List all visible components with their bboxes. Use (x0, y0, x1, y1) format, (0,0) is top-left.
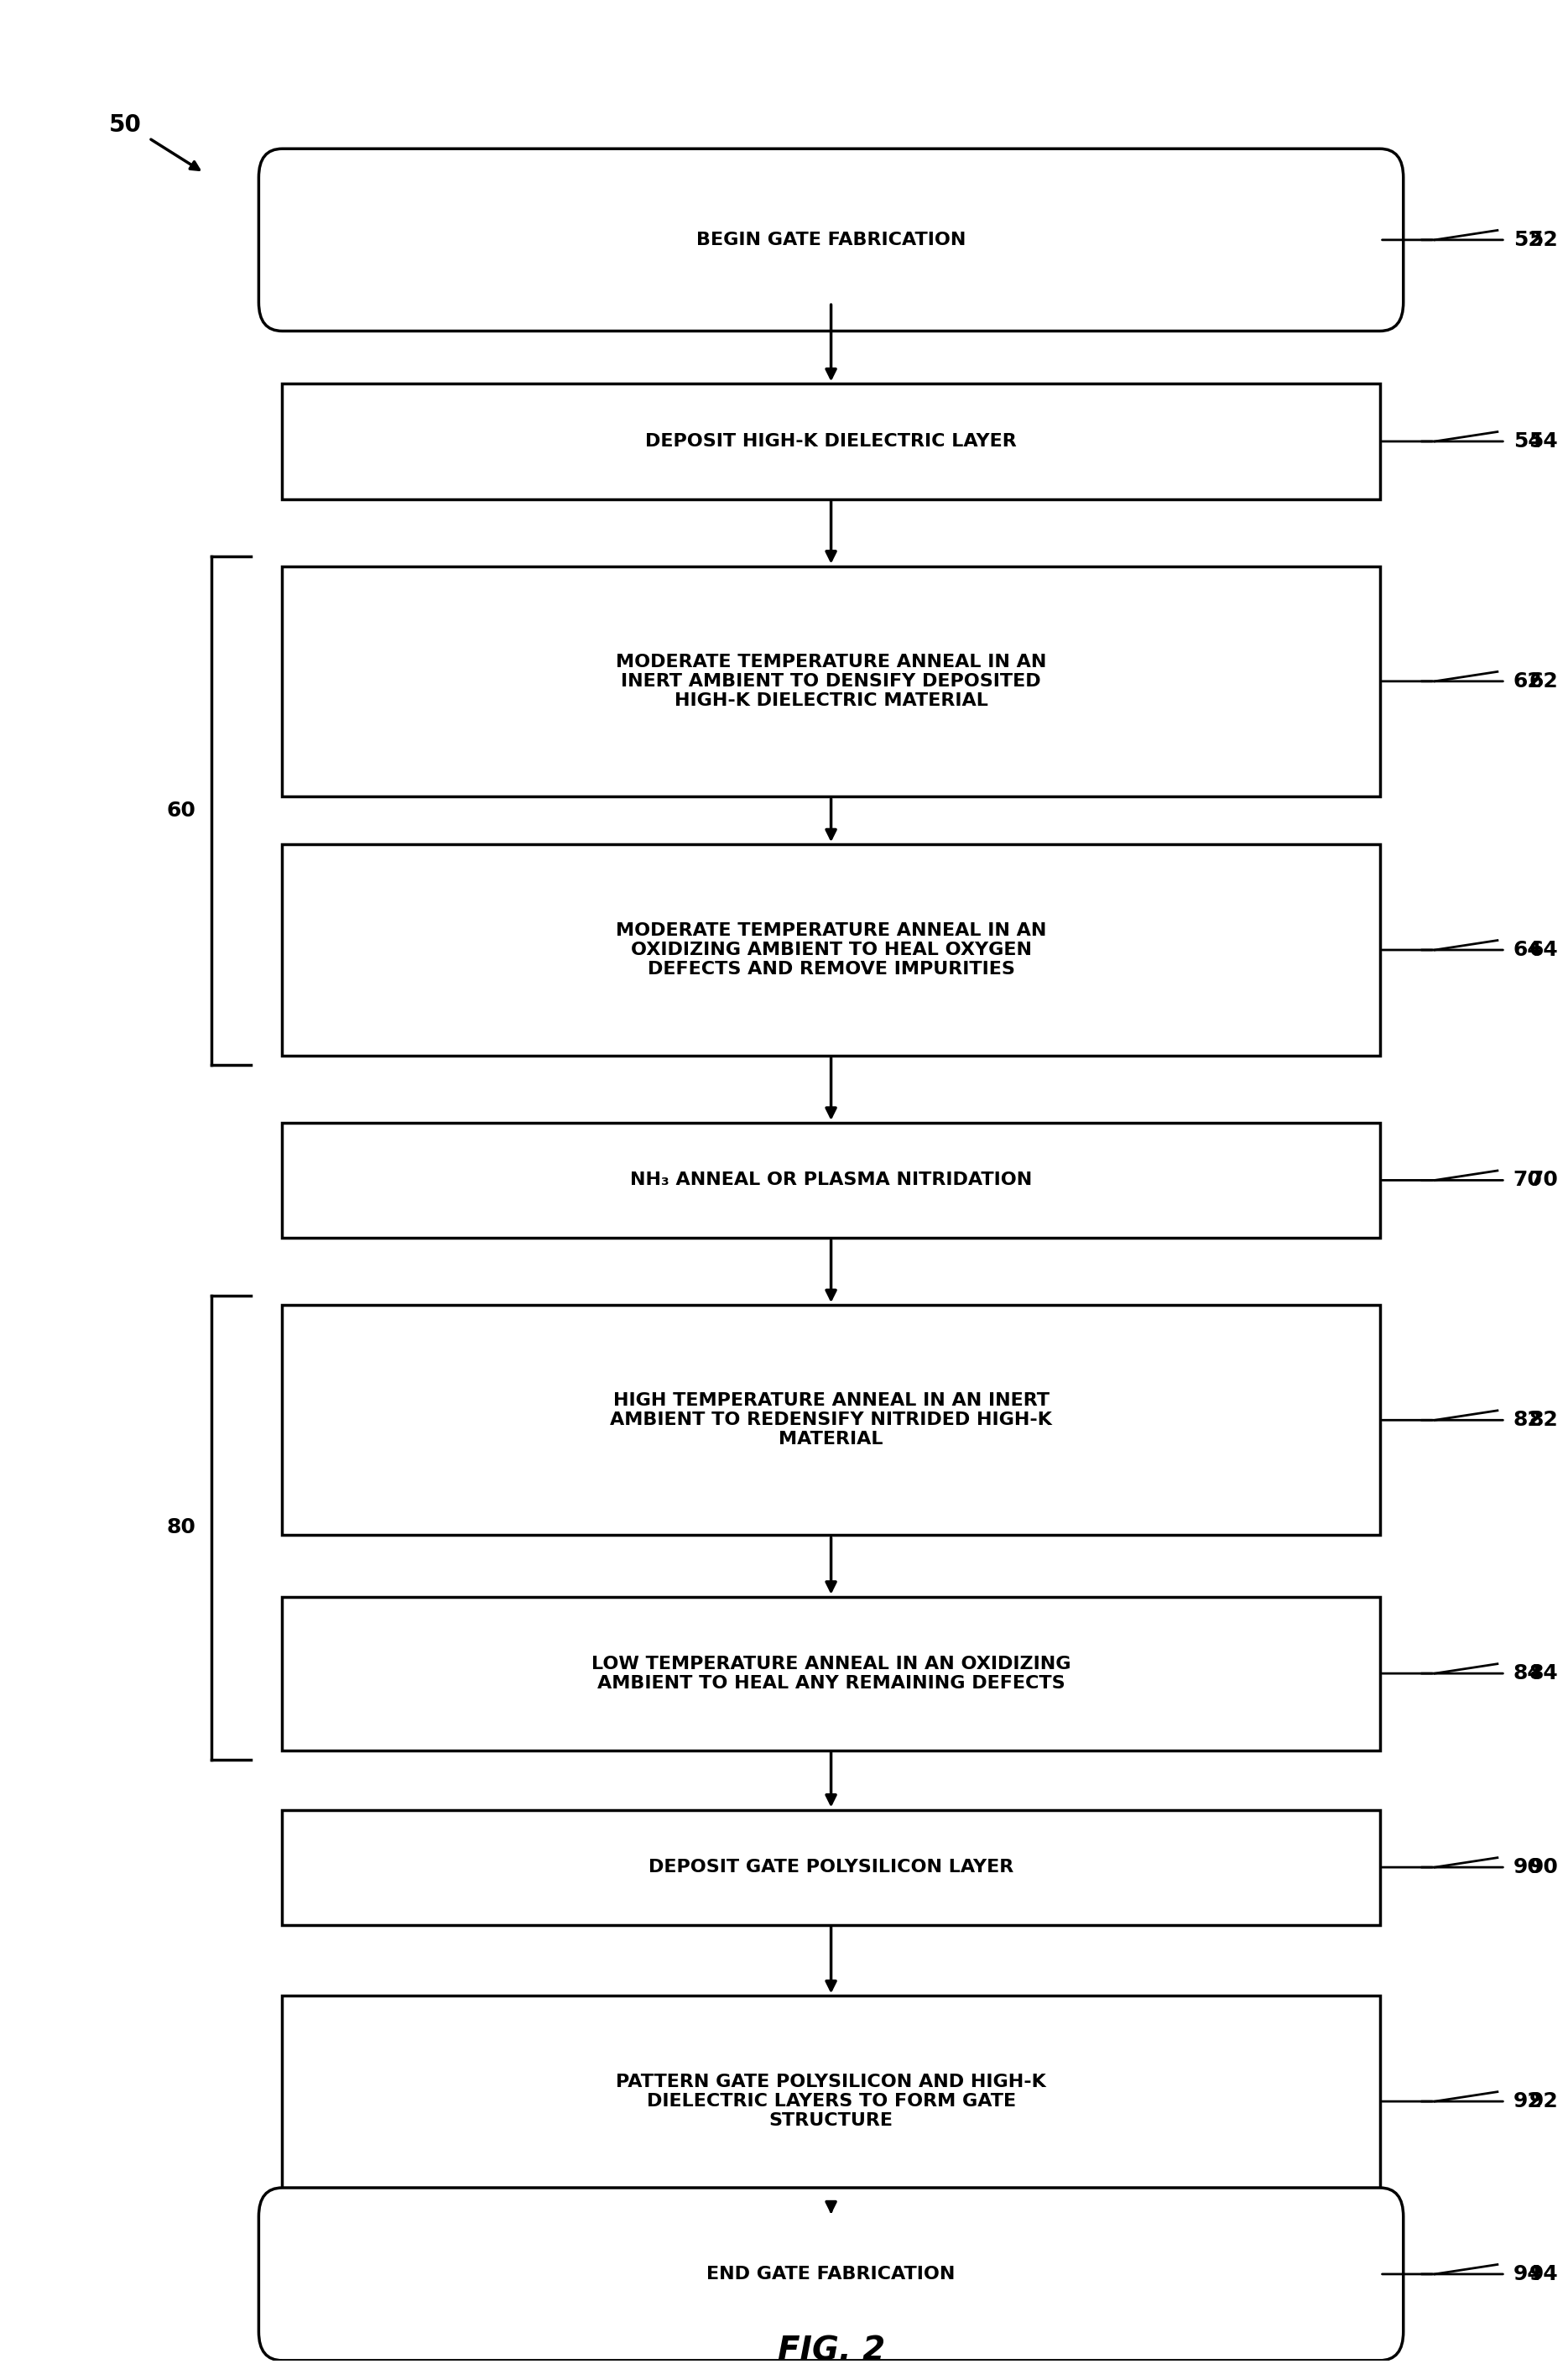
FancyBboxPatch shape (259, 2187, 1403, 2360)
Text: 50: 50 (110, 114, 141, 137)
Text: 90: 90 (1529, 1857, 1559, 1876)
Text: END GATE FABRICATION: END GATE FABRICATION (707, 2265, 955, 2281)
Text: 70: 70 (1513, 1170, 1543, 1189)
Bar (282, 1305, 1380, 1535)
Text: 62: 62 (1513, 670, 1543, 692)
Text: NH₃ ANNEAL OR PLASMA NITRIDATION: NH₃ ANNEAL OR PLASMA NITRIDATION (630, 1173, 1032, 1189)
Text: DEPOSIT HIGH-K DIELECTRIC LAYER: DEPOSIT HIGH-K DIELECTRIC LAYER (646, 434, 1016, 450)
Bar (282, 843, 1380, 1057)
Bar (282, 1810, 1380, 1926)
Bar (282, 566, 1380, 796)
Text: BEGIN GATE FABRICATION: BEGIN GATE FABRICATION (696, 232, 966, 249)
Text: 62: 62 (1529, 670, 1559, 692)
Text: 94: 94 (1513, 2265, 1543, 2284)
Bar (282, 384, 1380, 500)
Text: HIGH TEMPERATURE ANNEAL IN AN INERT
AMBIENT TO REDENSIFY NITRIDED HIGH-K
MATERIA: HIGH TEMPERATURE ANNEAL IN AN INERT AMBI… (610, 1393, 1052, 1447)
Text: 84: 84 (1529, 1663, 1559, 1684)
Text: 90: 90 (1513, 1857, 1543, 1876)
Text: 54: 54 (1513, 431, 1543, 452)
Text: 64: 64 (1513, 940, 1543, 959)
Text: 82: 82 (1529, 1410, 1559, 1431)
Text: FIG. 2: FIG. 2 (778, 2336, 884, 2367)
Bar (282, 1123, 1380, 1239)
Text: MODERATE TEMPERATURE ANNEAL IN AN
OXIDIZING AMBIENT TO HEAL OXYGEN
DEFECTS AND R: MODERATE TEMPERATURE ANNEAL IN AN OXIDIZ… (616, 922, 1046, 978)
FancyBboxPatch shape (259, 149, 1403, 332)
Text: 70: 70 (1529, 1170, 1559, 1189)
Text: 84: 84 (1513, 1663, 1543, 1684)
Text: 92: 92 (1529, 2092, 1559, 2111)
Bar (282, 1995, 1380, 2208)
Text: 52: 52 (1513, 230, 1543, 251)
Text: MODERATE TEMPERATURE ANNEAL IN AN
INERT AMBIENT TO DENSIFY DEPOSITED
HIGH-K DIEL: MODERATE TEMPERATURE ANNEAL IN AN INERT … (616, 654, 1046, 708)
Text: 64: 64 (1529, 940, 1559, 959)
Text: LOW TEMPERATURE ANNEAL IN AN OXIDIZING
AMBIENT TO HEAL ANY REMAINING DEFECTS: LOW TEMPERATURE ANNEAL IN AN OXIDIZING A… (591, 1656, 1071, 1691)
Text: 80: 80 (166, 1519, 196, 1537)
Text: 92: 92 (1513, 2092, 1543, 2111)
Text: 82: 82 (1513, 1410, 1543, 1431)
Text: 60: 60 (166, 801, 196, 822)
Text: 52: 52 (1529, 230, 1559, 251)
Bar (282, 1597, 1380, 1751)
Text: DEPOSIT GATE POLYSILICON LAYER: DEPOSIT GATE POLYSILICON LAYER (649, 1860, 1013, 1876)
Text: PATTERN GATE POLYSILICON AND HIGH-K
DIELECTRIC LAYERS TO FORM GATE
STRUCTURE: PATTERN GATE POLYSILICON AND HIGH-K DIEL… (616, 2073, 1046, 2130)
Text: 54: 54 (1529, 431, 1559, 452)
Text: 94: 94 (1529, 2265, 1559, 2284)
